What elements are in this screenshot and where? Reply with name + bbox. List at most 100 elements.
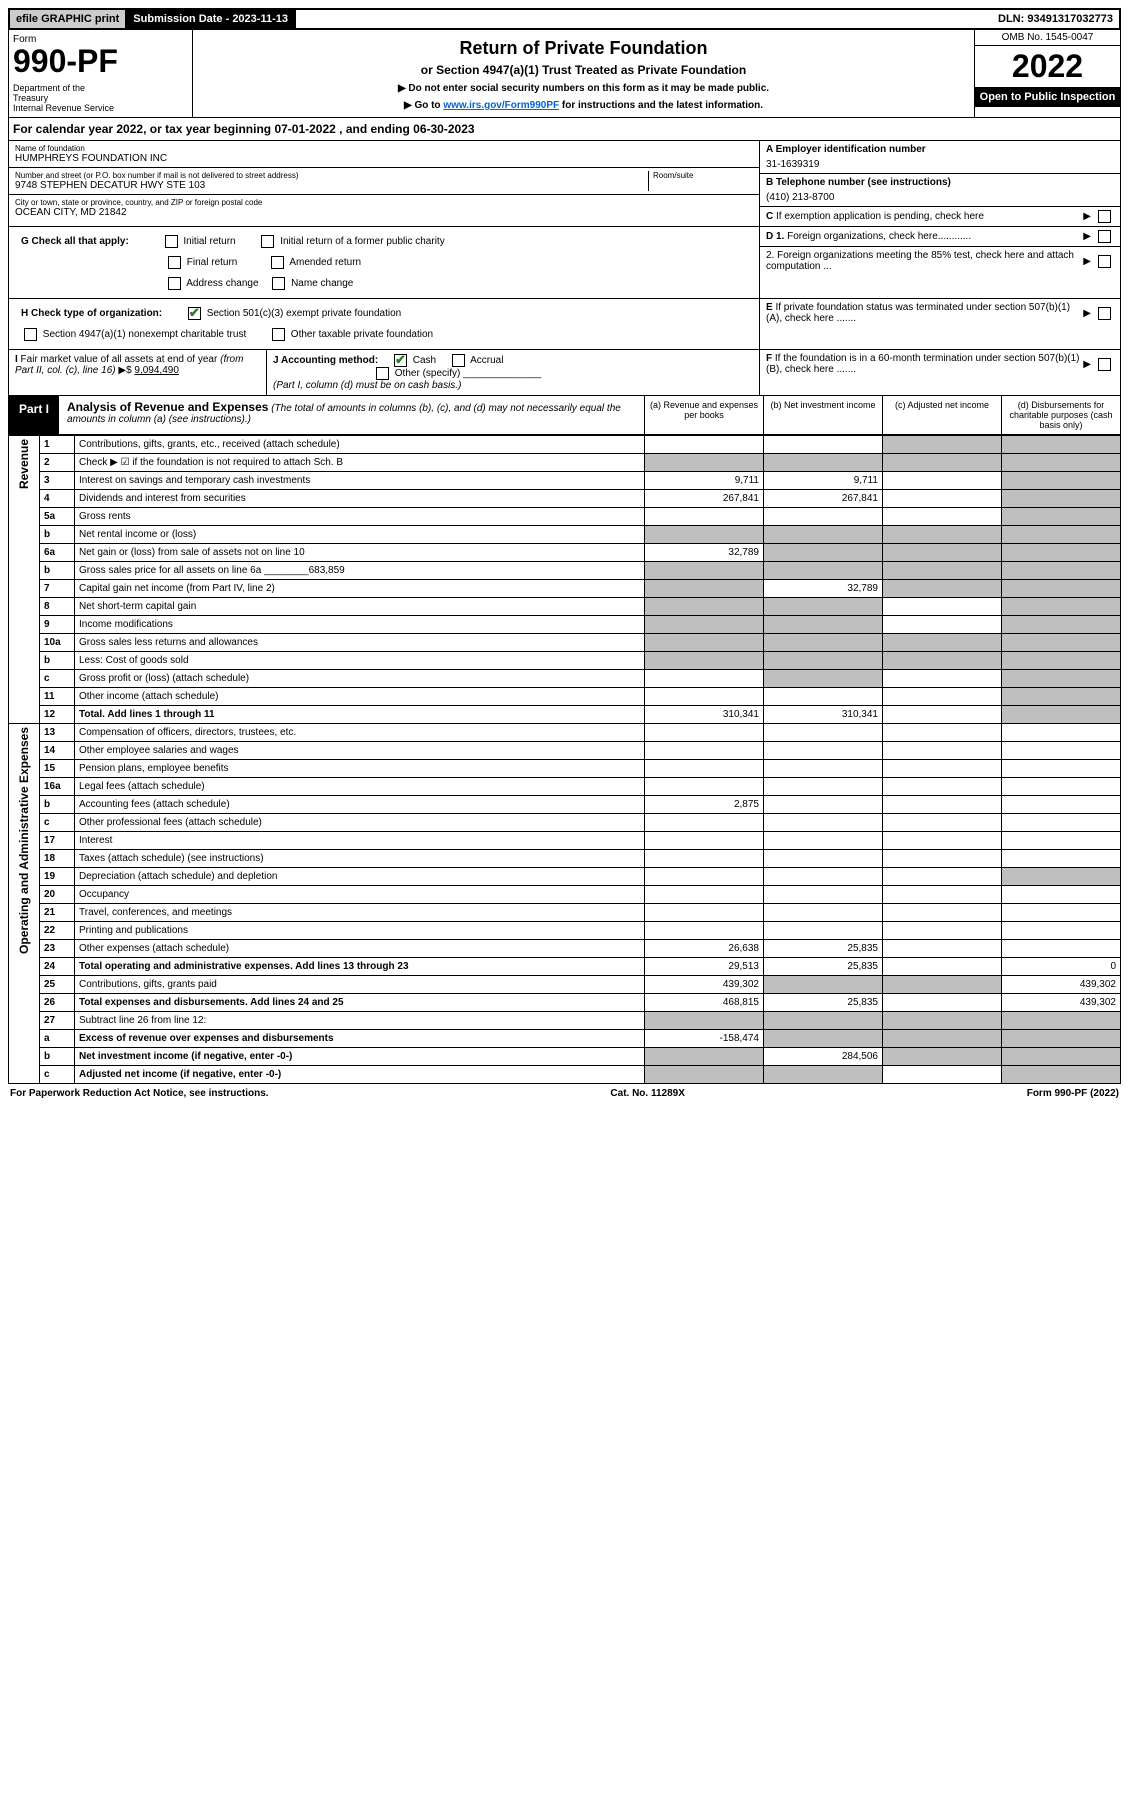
ein-label: A Employer identification number (766, 144, 926, 155)
e-checkbox[interactable] (1098, 307, 1111, 320)
address-change-checkbox[interactable] (168, 277, 181, 290)
page-footer: For Paperwork Reduction Act Notice, see … (8, 1084, 1121, 1103)
h-other-checkbox[interactable] (272, 328, 285, 341)
irs-link[interactable]: www.irs.gov/Form990PF (443, 100, 559, 111)
line-desc: Other professional fees (attach schedule… (75, 814, 645, 832)
line-number: 5a (40, 508, 75, 526)
amount-cell (764, 760, 883, 778)
final-return-checkbox[interactable] (168, 256, 181, 269)
line-number: 19 (40, 868, 75, 886)
line-desc: Net investment income (if negative, ente… (75, 1048, 645, 1066)
line-number: c (40, 814, 75, 832)
line-number: 1 (40, 436, 75, 454)
amount-cell (883, 454, 1002, 472)
line-desc: Legal fees (attach schedule) (75, 778, 645, 796)
amount-cell (764, 886, 883, 904)
amount-cell: 25,835 (764, 958, 883, 976)
part1-title: Analysis of Revenue and Expenses (67, 400, 268, 414)
amount-cell (645, 868, 764, 886)
accrual-checkbox[interactable] (452, 354, 465, 367)
amount-cell (1002, 562, 1121, 580)
e-label: E If private foundation status was termi… (766, 302, 1083, 324)
amount-cell (1002, 616, 1121, 634)
table-row: 25Contributions, gifts, grants paid439,3… (9, 976, 1121, 994)
line-number: 2 (40, 454, 75, 472)
table-row: cOther professional fees (attach schedul… (9, 814, 1121, 832)
dept-treasury: Department of theTreasuryInternal Revenu… (13, 83, 188, 113)
amount-cell (764, 652, 883, 670)
amount-cell (764, 976, 883, 994)
line-desc: Contributions, gifts, grants paid (75, 976, 645, 994)
amended-checkbox[interactable] (271, 256, 284, 269)
line-desc: Taxes (attach schedule) (see instruction… (75, 850, 645, 868)
line-desc: Other expenses (attach schedule) (75, 940, 645, 958)
side-label: Operating and Administrative Expenses (9, 724, 40, 1084)
amount-cell (1002, 490, 1121, 508)
line-desc: Gross sales less returns and allowances (75, 634, 645, 652)
line-number: 8 (40, 598, 75, 616)
instruct2-post: for instructions and the latest informat… (559, 100, 763, 111)
amount-cell (645, 436, 764, 454)
table-row: 27Subtract line 26 from line 12: (9, 1012, 1121, 1030)
col-c-header: (c) Adjusted net income (882, 396, 1001, 434)
amount-cell (764, 598, 883, 616)
dln: DLN: 93491317032773 (992, 10, 1119, 28)
amount-cell: 439,302 (645, 976, 764, 994)
line-number: 16a (40, 778, 75, 796)
amount-cell (764, 634, 883, 652)
amount-cell (1002, 814, 1121, 832)
line-number: b (40, 562, 75, 580)
h-4947-checkbox[interactable] (24, 328, 37, 341)
line-number: 25 (40, 976, 75, 994)
initial-former-checkbox[interactable] (261, 235, 274, 248)
table-row: bNet rental income or (loss) (9, 526, 1121, 544)
exemption-checkbox[interactable] (1098, 210, 1111, 223)
initial-return-checkbox[interactable] (165, 235, 178, 248)
efile-print-button[interactable]: efile GRAPHIC print (10, 10, 127, 28)
other-method-checkbox[interactable] (376, 367, 389, 380)
line-number: 17 (40, 832, 75, 850)
line-number: c (40, 670, 75, 688)
line-desc: Gross sales price for all assets on line… (75, 562, 645, 580)
amount-cell (1002, 868, 1121, 886)
line-desc: Gross profit or (loss) (attach schedule) (75, 670, 645, 688)
omb-number: OMB No. 1545-0047 (975, 30, 1120, 46)
amount-cell: 32,789 (764, 580, 883, 598)
amount-cell (645, 580, 764, 598)
amount-cell (1002, 508, 1121, 526)
part1-header: Part I Analysis of Revenue and Expenses … (8, 396, 1121, 435)
amount-cell: 9,711 (764, 472, 883, 490)
amount-cell (1002, 886, 1121, 904)
g-item-0: Initial return (183, 236, 235, 247)
name-change-checkbox[interactable] (272, 277, 285, 290)
form-title: Return of Private Foundation (197, 38, 970, 59)
d1-checkbox[interactable] (1098, 230, 1111, 243)
line-desc: Other employee salaries and wages (75, 742, 645, 760)
cash-checkbox[interactable] (394, 354, 407, 367)
amount-cell (1002, 454, 1121, 472)
line-desc: Pension plans, employee benefits (75, 760, 645, 778)
f-checkbox[interactable] (1098, 358, 1111, 371)
amount-cell: 267,841 (645, 490, 764, 508)
table-row: 11Other income (attach schedule) (9, 688, 1121, 706)
instruct2-pre: ▶ Go to (404, 100, 443, 111)
table-row: bAccounting fees (attach schedule)2,875 (9, 796, 1121, 814)
table-row: 10aGross sales less returns and allowanc… (9, 634, 1121, 652)
amount-cell (645, 526, 764, 544)
amount-cell (883, 544, 1002, 562)
table-row: bNet investment income (if negative, ent… (9, 1048, 1121, 1066)
line-number: 26 (40, 994, 75, 1012)
amount-cell: 310,341 (764, 706, 883, 724)
line-number: 9 (40, 616, 75, 634)
h-501c3-checkbox[interactable] (188, 307, 201, 320)
line-number: 14 (40, 742, 75, 760)
amount-cell (883, 598, 1002, 616)
check-section-g: G Check all that apply: Initial return I… (8, 227, 1121, 299)
city: OCEAN CITY, MD 21842 (15, 207, 753, 218)
d2-checkbox[interactable] (1098, 255, 1111, 268)
amount-cell (764, 616, 883, 634)
amount-cell (883, 922, 1002, 940)
line-number: b (40, 796, 75, 814)
line-desc: Travel, conferences, and meetings (75, 904, 645, 922)
line-number: 23 (40, 940, 75, 958)
